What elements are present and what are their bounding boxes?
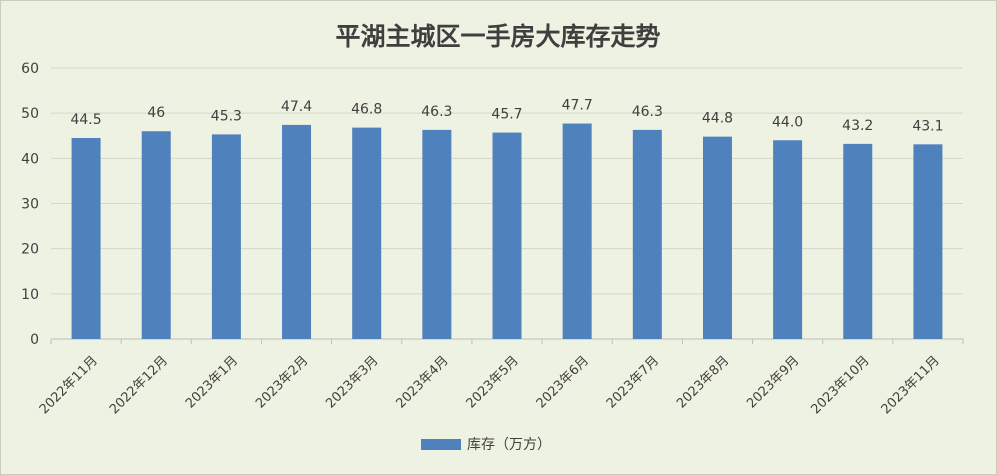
x-tick-label: 2022年12月 [107, 353, 171, 417]
data-label: 45.3 [211, 108, 242, 124]
y-tick-label: 60 [21, 61, 39, 77]
bar [492, 132, 522, 339]
data-label: 46 [147, 105, 165, 121]
data-label: 45.7 [491, 107, 522, 123]
y-axis-ticks: 0 10 20 30 40 50 60 [21, 61, 39, 348]
x-tick-label: 2023年8月 [674, 353, 732, 411]
bar [141, 131, 171, 339]
x-tick-label: 2023年6月 [534, 353, 592, 411]
data-label: 44.5 [70, 112, 101, 128]
y-tick-label: 40 [21, 151, 39, 167]
bars [71, 123, 943, 340]
x-tick-label: 2023年3月 [323, 353, 381, 411]
legend: 库存（万方） [421, 437, 551, 453]
data-label: 46.3 [632, 104, 663, 120]
x-tick-label: 2023年1月 [183, 353, 241, 411]
y-tick-label: 50 [21, 106, 39, 122]
bar [211, 134, 241, 339]
data-label: 43.1 [912, 118, 943, 134]
y-tick-label: 0 [30, 332, 39, 348]
bar [562, 123, 592, 340]
legend-swatch [421, 439, 461, 450]
chart-title: 平湖主城区一手房大库存走势 [335, 22, 660, 51]
y-tick-label: 10 [21, 287, 39, 303]
x-tick-label: 2023年2月 [253, 353, 311, 411]
data-label: 44.0 [772, 114, 803, 130]
bar [632, 129, 662, 339]
bar [773, 140, 803, 339]
data-label: 46.8 [351, 102, 382, 118]
bar [422, 129, 452, 339]
y-tick-label: 30 [21, 197, 39, 213]
data-label: 47.4 [281, 99, 312, 115]
x-tick-label: 2023年4月 [393, 353, 451, 411]
data-labels: 44.5 46 45.3 47.4 46.8 46.3 45.7 47.7 46.3 44.8 44… [70, 98, 943, 135]
bar [282, 124, 312, 339]
x-tick-label: 2023年11月 [879, 353, 943, 417]
bar [702, 136, 732, 339]
x-tick-label: 2022年11月 [37, 353, 101, 417]
x-tick-label: 2023年9月 [744, 353, 802, 411]
y-tick-label: 20 [21, 242, 39, 258]
bar [71, 138, 101, 339]
data-label: 47.7 [562, 98, 593, 114]
data-label: 46.3 [421, 104, 452, 120]
legend-label: 库存（万方） [467, 437, 551, 453]
bar [352, 127, 382, 340]
x-axis-ticks: 2022年11月 2022年12月 2023年1月 2023年2月 2023年3月 202… [37, 353, 943, 417]
bar [843, 143, 873, 339]
bar [913, 144, 943, 339]
x-tick-label: 2023年5月 [464, 353, 522, 411]
data-label: 43.2 [842, 118, 873, 134]
x-tick-label: 2023年7月 [604, 353, 662, 411]
data-label: 44.8 [702, 111, 733, 127]
x-tick-label: 2023年10月 [809, 353, 873, 417]
